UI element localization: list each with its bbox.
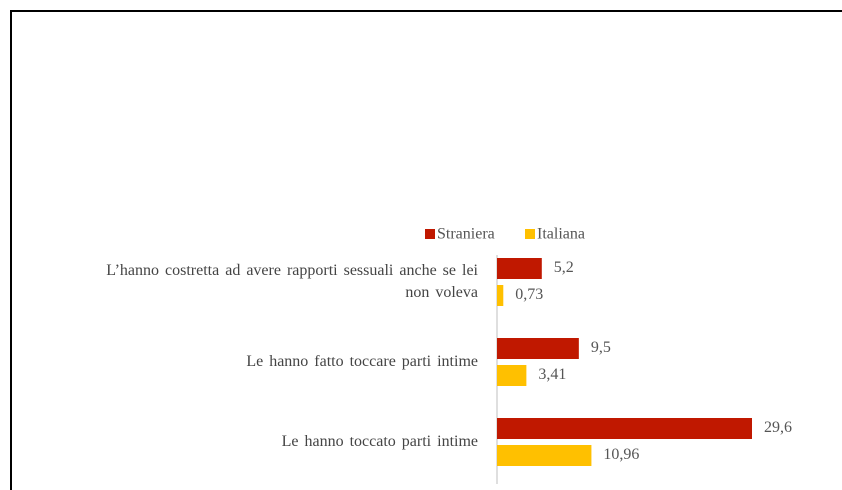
bar bbox=[497, 445, 592, 466]
legend-label: Italiana bbox=[537, 226, 585, 243]
legend-swatch bbox=[425, 229, 435, 239]
value-label: 29,6 bbox=[764, 419, 792, 436]
bar bbox=[497, 285, 504, 306]
value-label: 5,2 bbox=[554, 259, 574, 276]
value-label: 10,96 bbox=[603, 446, 639, 463]
category-label: Le hanno fatto toccare parti intime bbox=[246, 353, 478, 370]
category-label: Le hanno toccato parti intime bbox=[281, 433, 478, 450]
bar bbox=[497, 365, 527, 386]
value-label: 0,73 bbox=[515, 286, 543, 303]
bar bbox=[497, 418, 752, 439]
bar bbox=[497, 258, 542, 279]
value-label: 9,5 bbox=[591, 339, 611, 356]
category-label: L’hanno costretta ad avere rapporti sess… bbox=[106, 262, 478, 301]
bar bbox=[497, 338, 579, 359]
legend-swatch bbox=[525, 229, 535, 239]
legend-label: Straniera bbox=[437, 226, 495, 243]
value-label: 3,41 bbox=[538, 366, 566, 383]
